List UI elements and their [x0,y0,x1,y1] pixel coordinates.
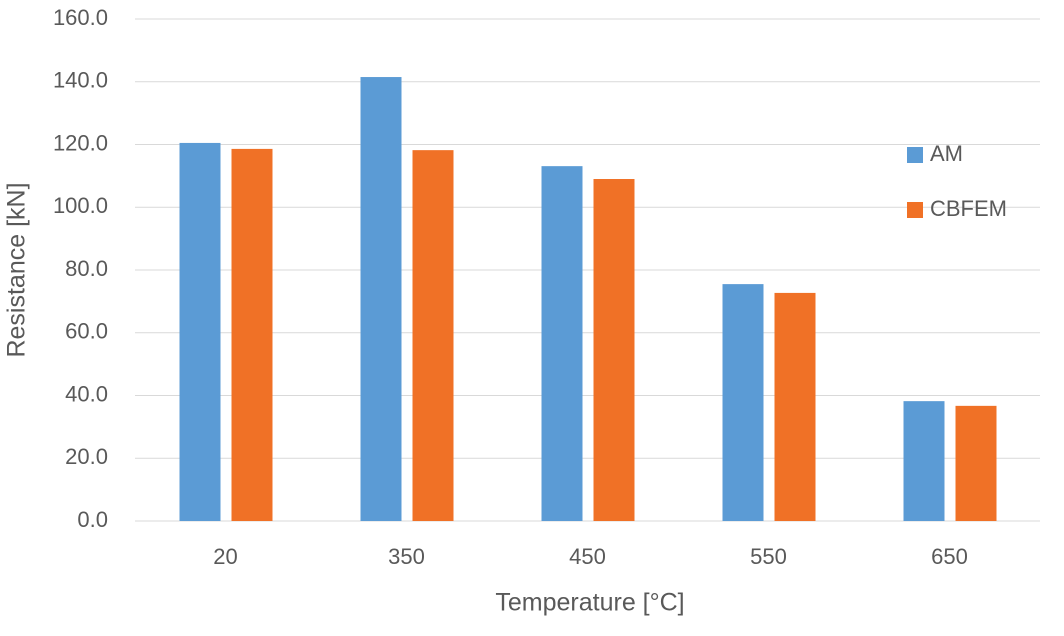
bar [593,179,635,521]
bar [774,292,816,521]
bar [903,401,945,521]
bar [412,150,454,521]
bar [360,77,402,521]
legend-swatch [907,147,923,163]
y-tick-label: 0.0 [77,507,108,532]
y-tick-label: 60.0 [65,319,108,344]
x-tick-label: 20 [213,544,237,569]
x-tick-label: 450 [569,544,606,569]
x-tick-label: 550 [750,544,787,569]
y-tick-label: 20.0 [65,444,108,469]
x-axis-title: Temperature [°C] [495,589,684,617]
bar [231,148,273,521]
y-tick-label: 160.0 [53,5,108,30]
legend-label: AM [930,141,963,166]
y-tick-label: 100.0 [53,193,108,218]
bar [722,284,764,521]
legend-label: CBFEM [930,196,1007,221]
legend-swatch [907,202,923,218]
y-tick-label: 120.0 [53,130,108,155]
bar [541,166,583,521]
y-tick-label: 140.0 [53,68,108,93]
x-tick-label: 350 [388,544,425,569]
y-tick-label: 80.0 [65,256,108,281]
bar [955,405,997,521]
x-tick-label: 650 [931,544,968,569]
bar [179,142,221,521]
y-axis-title: Resistance [kN] [3,182,31,357]
y-tick-label: 40.0 [65,381,108,406]
